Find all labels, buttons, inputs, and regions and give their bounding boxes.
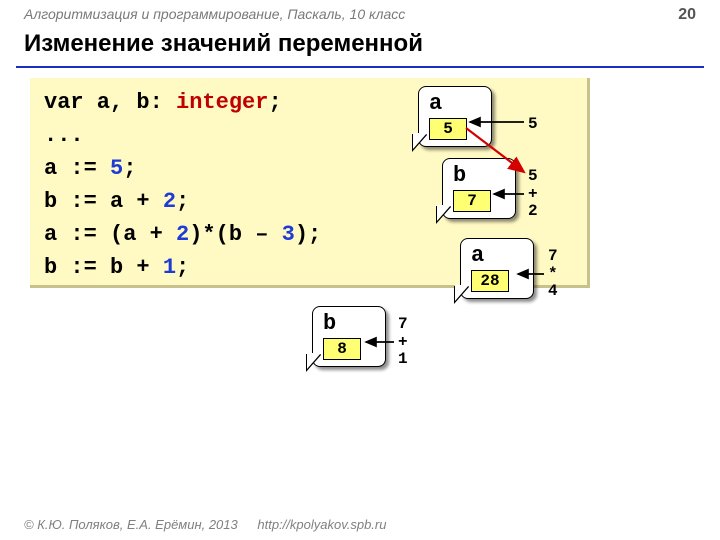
footer-url: http://kpolyakov.spb.ru	[257, 517, 386, 532]
calc-3: 7 * 4	[548, 248, 558, 301]
callout-a2: a 28	[460, 238, 534, 299]
callout-b1-label: b	[453, 165, 505, 187]
callout-a1-label: a	[429, 93, 481, 115]
callout-a2-label: a	[471, 245, 523, 267]
keyword-integer: integer	[176, 90, 268, 115]
code-line-1: var a, b: integer;	[44, 86, 573, 119]
calc-4: 7 + 1	[398, 316, 408, 369]
callout-a2-value: 28	[471, 270, 509, 292]
callout-a1-value: 5	[429, 118, 467, 140]
callout-b2-value: 8	[323, 338, 361, 360]
slide-title: Изменение значений переменной	[24, 30, 423, 58]
footer-copyright: © К.Ю. Поляков, Е.А. Ерёмин, 2013	[24, 517, 238, 532]
course-header: Алгоритмизация и программирование, Паска…	[24, 6, 405, 22]
calc-2: 5 + 2	[528, 168, 538, 221]
code-line-2: ...	[44, 119, 573, 152]
calc-1: 5	[528, 116, 538, 134]
callout-b2: b 8	[312, 306, 386, 367]
page-number: 20	[678, 6, 696, 24]
callout-b2-label: b	[323, 313, 375, 335]
callout-b1: b 7	[442, 158, 516, 219]
footer: © К.Ю. Поляков, Е.А. Ерёмин, 2013 http:/…	[24, 517, 386, 532]
callout-b1-value: 7	[453, 190, 491, 212]
title-rule	[16, 66, 704, 68]
callout-a1: a 5	[418, 86, 492, 147]
